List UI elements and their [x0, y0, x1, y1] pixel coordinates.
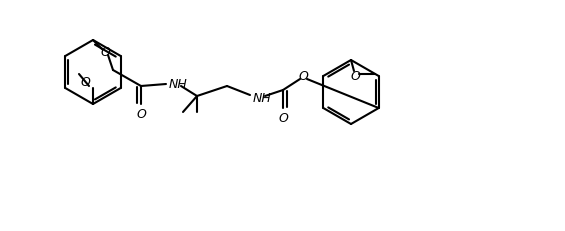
Text: NH: NH [169, 77, 188, 91]
Text: O: O [350, 70, 360, 82]
Text: O: O [278, 112, 288, 125]
Text: O: O [80, 76, 90, 89]
Text: O: O [298, 70, 308, 82]
Text: O: O [100, 46, 110, 58]
Text: O: O [136, 107, 146, 121]
Text: NH: NH [253, 91, 272, 104]
